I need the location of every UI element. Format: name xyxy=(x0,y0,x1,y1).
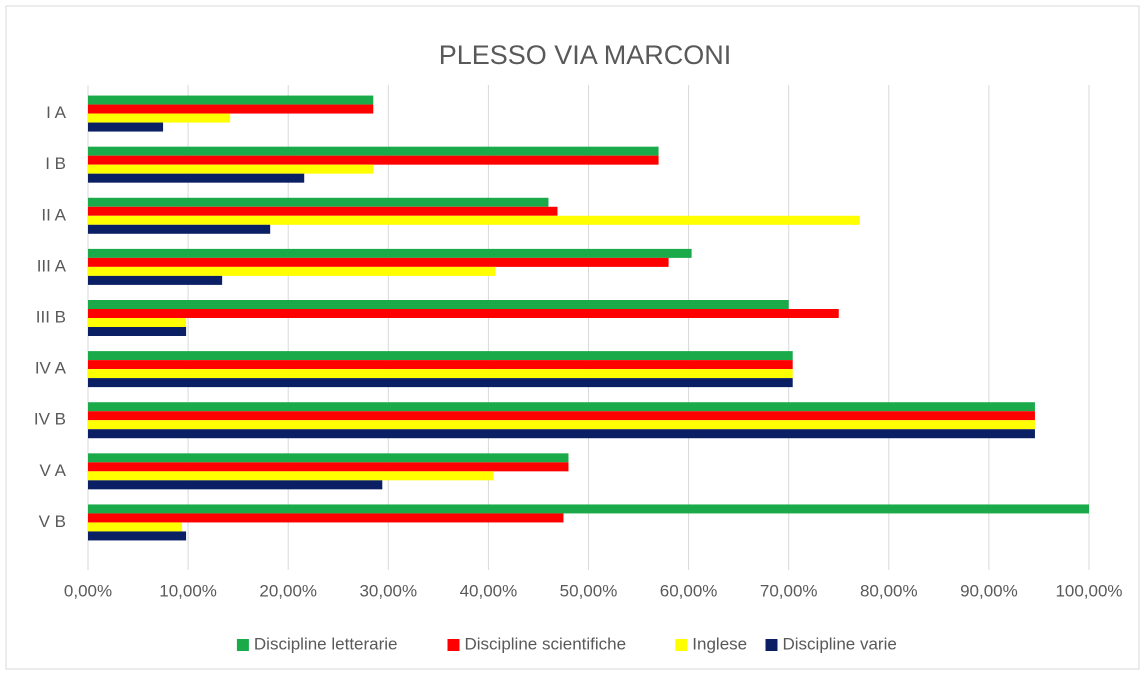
bar xyxy=(88,215,860,225)
y-tick-label: I B xyxy=(45,154,66,173)
bar xyxy=(88,104,374,114)
bar xyxy=(88,275,223,285)
bar xyxy=(88,462,569,472)
bar xyxy=(88,300,789,309)
legend-swatch xyxy=(236,639,249,651)
y-tick-label: IV A xyxy=(35,359,67,378)
bar xyxy=(88,504,1089,514)
x-tick-label: 0,00% xyxy=(64,581,112,600)
bar xyxy=(88,309,839,318)
x-tick-label: 20,00% xyxy=(259,581,317,600)
bar xyxy=(88,164,374,174)
x-tick-label: 80,00% xyxy=(860,581,918,600)
bar xyxy=(88,146,659,156)
bar xyxy=(88,513,564,523)
y-tick-label: II A xyxy=(41,205,66,224)
bar xyxy=(88,197,549,207)
legend-swatch xyxy=(765,639,778,651)
bar xyxy=(88,378,793,388)
legend-label: Inglese xyxy=(692,634,747,653)
legend-label: Discipline scientifiche xyxy=(465,634,627,653)
x-tick-label: 30,00% xyxy=(359,581,417,600)
y-tick-label: III A xyxy=(37,256,67,275)
y-tick-label: IV B xyxy=(34,410,66,429)
legend-label: Discipline varie xyxy=(783,634,897,653)
chart-title: PLESSO VIA MARCONI xyxy=(439,40,732,70)
bar xyxy=(88,318,187,327)
bar xyxy=(88,402,1035,412)
bar xyxy=(88,248,692,258)
bar xyxy=(88,257,669,267)
legend-swatch xyxy=(447,639,460,651)
bar xyxy=(88,471,494,481)
y-tick-label: V B xyxy=(39,512,66,531)
y-tick-label: I A xyxy=(46,103,67,122)
bar xyxy=(88,531,187,541)
bar xyxy=(88,155,659,165)
x-tick-label: 10,00% xyxy=(159,581,217,600)
bar xyxy=(88,360,793,370)
bar xyxy=(88,206,558,216)
x-tick-label: 90,00% xyxy=(960,581,1018,600)
bar xyxy=(88,95,374,105)
bar xyxy=(88,522,183,532)
x-tick-label: 60,00% xyxy=(660,581,718,600)
legend-label: Discipline letterarie xyxy=(254,634,398,653)
bar xyxy=(88,369,793,379)
x-tick-label: 50,00% xyxy=(560,581,618,600)
y-tick-label: V A xyxy=(40,461,67,480)
bar xyxy=(88,453,569,463)
x-tick-label: 100,00% xyxy=(1055,581,1122,600)
bar xyxy=(88,480,383,490)
bar xyxy=(88,113,231,123)
bar xyxy=(88,173,305,183)
bar xyxy=(88,420,1035,430)
bar xyxy=(88,266,496,276)
legend-swatch xyxy=(675,639,688,651)
bar xyxy=(88,327,187,336)
bar xyxy=(88,122,164,132)
bar xyxy=(88,411,1035,421)
bar xyxy=(88,224,271,234)
y-tick-label: III B xyxy=(36,307,66,326)
bar xyxy=(88,351,793,361)
x-tick-label: 70,00% xyxy=(760,581,818,600)
bar xyxy=(88,429,1035,439)
x-tick-label: 40,00% xyxy=(460,581,518,600)
